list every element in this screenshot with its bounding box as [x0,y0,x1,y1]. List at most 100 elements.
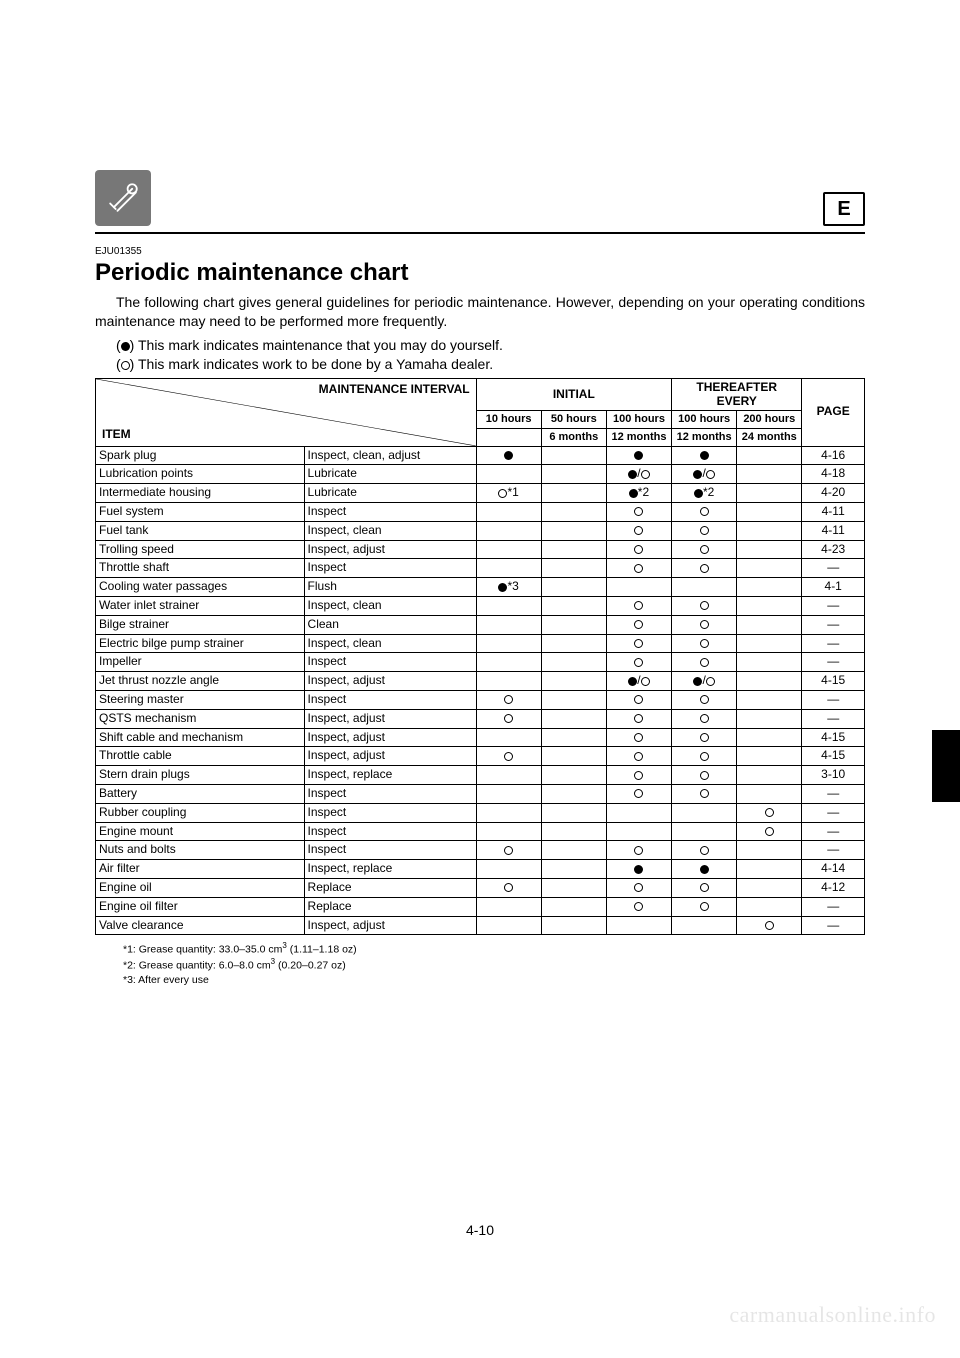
mark-cell [672,878,737,897]
mark-cell [737,484,802,503]
mark-cell [476,766,541,785]
mark-cell [606,634,671,653]
operation-cell: Replace [304,897,476,916]
legend-filled-text: This mark indicates maintenance that you… [138,337,503,353]
mark-cell [541,785,606,804]
mark-cell [672,709,737,728]
mark-cell [476,465,541,484]
mark-cell [737,634,802,653]
mark-cell [672,559,737,578]
item-cell: Spark plug [96,446,305,465]
col-months-0 [476,429,541,447]
mark-cell [737,615,802,634]
mark-cell [606,728,671,747]
mark-cell [672,747,737,766]
mark-cell [476,691,541,710]
header-initial: INITIAL [476,378,672,411]
header-thereafter: THEREAFTER EVERY [672,378,802,411]
mark-cell [737,860,802,879]
table-row: Cooling water passagesFlush*34-1 [96,578,865,597]
page-ref-cell: — [802,916,865,935]
mark-cell: / [606,672,671,691]
mark-cell [606,785,671,804]
mark-cell [476,878,541,897]
table-row: Fuel tankInspect, clean4-11 [96,521,865,540]
table-row: Air filterInspect, replace 4-14 [96,860,865,879]
mark-cell [606,559,671,578]
operation-cell: Inspect [304,503,476,522]
table-row: Engine oil filterReplace— [96,897,865,916]
footnote-1: *1: Grease quantity: 33.0–35.0 cm3 (1.11… [123,941,865,957]
mark-cell [606,709,671,728]
mark-cell [541,841,606,860]
table-row: Throttle shaftInspect— [96,559,865,578]
col-hours-2: 100 hours [606,411,671,429]
mark-cell [476,728,541,747]
operation-cell: Inspect, replace [304,766,476,785]
mark-cell: *2 [606,484,671,503]
table-row: BatteryInspect— [96,785,865,804]
mark-cell [672,785,737,804]
operation-cell: Inspect, replace [304,860,476,879]
operation-cell: Replace [304,878,476,897]
page-title: Periodic maintenance chart [95,259,865,287]
page-header-row: E [95,170,865,234]
mark-cell [606,503,671,522]
mark-cell [606,446,671,465]
mark-cell [541,878,606,897]
mark-cell [672,803,737,822]
mark-cell [541,653,606,672]
mark-cell [737,897,802,916]
mark-cell [476,615,541,634]
mark-cell [541,728,606,747]
table-row: Rubber couplingInspect— [96,803,865,822]
mark-cell [672,728,737,747]
page-ref-cell: 3-10 [802,766,865,785]
footnote-3: *3: After every use [123,973,865,987]
item-cell: Air filter [96,860,305,879]
mark-cell [541,709,606,728]
page-ref-cell: 4-11 [802,503,865,522]
page-ref-cell: 4-15 [802,728,865,747]
mark-cell [672,597,737,616]
item-cell: Fuel system [96,503,305,522]
mark-cell [672,446,737,465]
mark-cell [541,691,606,710]
col-months-3: 12 months [672,429,737,447]
mark-cell [476,672,541,691]
item-cell: Stern drain plugs [96,766,305,785]
mark-cell [737,559,802,578]
section-tab [932,730,960,802]
mark-cell [606,615,671,634]
page-ref-cell: — [802,709,865,728]
mark-cell [541,615,606,634]
page-ref-cell: — [802,841,865,860]
mark-cell [476,653,541,672]
maintenance-icon [95,170,151,226]
watermark: carmanualsonline.info [729,1302,936,1328]
table-row: Throttle cableInspect, adjust4-15 [96,747,865,766]
table-row: Engine oilReplace4-12 [96,878,865,897]
mark-cell [606,897,671,916]
mark-cell [476,503,541,522]
page-ref-cell: 4-11 [802,521,865,540]
item-cell: Nuts and bolts [96,841,305,860]
mark-cell [606,803,671,822]
mark-cell [606,691,671,710]
table-row: ImpellerInspect— [96,653,865,672]
col-months-1: 6 months [541,429,606,447]
operation-cell: Inspect, adjust [304,540,476,559]
operation-cell: Inspect [304,803,476,822]
footnote-2: *2: Grease quantity: 6.0–8.0 cm3 (0.20–0… [123,957,865,973]
operation-cell: Inspect [304,822,476,841]
page-ref-cell: 4-16 [802,446,865,465]
mark-cell [606,747,671,766]
page-ref-cell: — [802,897,865,916]
item-cell: Impeller [96,653,305,672]
page-ref-cell: 4-14 [802,860,865,879]
mark-cell: *2 [672,484,737,503]
page-ref-cell: 4-1 [802,578,865,597]
header-maint-interval: MAINTENANCE INTERVAL [319,383,470,397]
mark-cell [672,897,737,916]
mark-cell [476,747,541,766]
